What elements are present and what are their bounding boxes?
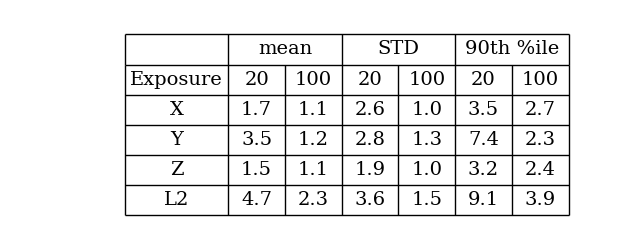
Text: 1.3: 1.3 xyxy=(411,131,442,149)
Text: 1.7: 1.7 xyxy=(241,101,272,119)
Text: 4.7: 4.7 xyxy=(241,191,272,209)
Text: 20: 20 xyxy=(244,71,269,89)
Text: 1.5: 1.5 xyxy=(412,191,442,209)
Text: 100: 100 xyxy=(522,71,559,89)
Text: 1.5: 1.5 xyxy=(241,161,272,179)
Text: 2.7: 2.7 xyxy=(525,101,556,119)
Text: Exposure: Exposure xyxy=(130,71,223,89)
Text: 1.0: 1.0 xyxy=(412,101,442,119)
Text: 1.2: 1.2 xyxy=(298,131,329,149)
Text: 100: 100 xyxy=(408,71,445,89)
Text: 100: 100 xyxy=(295,71,332,89)
Text: 2.3: 2.3 xyxy=(525,131,556,149)
Text: 3.5: 3.5 xyxy=(468,101,499,119)
Text: X: X xyxy=(170,101,184,119)
Text: 2.4: 2.4 xyxy=(525,161,556,179)
Text: 2.8: 2.8 xyxy=(355,131,385,149)
Text: 9.1: 9.1 xyxy=(468,191,499,209)
Text: 90th %ile: 90th %ile xyxy=(465,41,559,59)
Text: mean: mean xyxy=(258,41,312,59)
Text: 1.0: 1.0 xyxy=(412,161,442,179)
Text: 1.1: 1.1 xyxy=(298,161,329,179)
Text: Z: Z xyxy=(170,161,183,179)
Text: L2: L2 xyxy=(164,191,189,209)
Text: 2.6: 2.6 xyxy=(355,101,385,119)
Text: 20: 20 xyxy=(358,71,383,89)
Text: 3.5: 3.5 xyxy=(241,131,272,149)
Text: STD: STD xyxy=(378,41,419,59)
Text: 3.2: 3.2 xyxy=(468,161,499,179)
Text: 3.6: 3.6 xyxy=(355,191,385,209)
Text: 3.9: 3.9 xyxy=(525,191,556,209)
Text: 2.3: 2.3 xyxy=(298,191,329,209)
Text: 20: 20 xyxy=(471,71,496,89)
Text: 7.4: 7.4 xyxy=(468,131,499,149)
Text: Y: Y xyxy=(170,131,183,149)
Text: 1.1: 1.1 xyxy=(298,101,329,119)
Text: 1.9: 1.9 xyxy=(355,161,385,179)
